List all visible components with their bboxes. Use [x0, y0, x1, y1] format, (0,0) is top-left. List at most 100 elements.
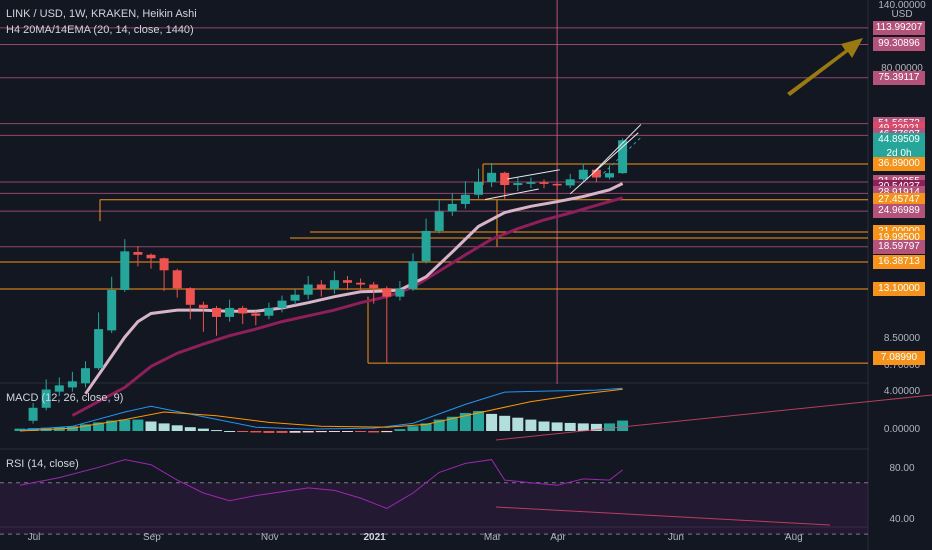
price-tag-label[interactable]: 7.08990 — [873, 351, 925, 365]
price-tag-label[interactable]: 113.99207 — [873, 21, 925, 35]
candle-body — [120, 251, 130, 290]
price-axis-tick: 140.00000 — [878, 0, 926, 11]
price-tag-label[interactable]: 75.39117 — [873, 71, 925, 85]
macd-histogram-bar — [512, 417, 524, 431]
price-tag-label[interactable]: 27.45747 — [873, 193, 925, 207]
macd-histogram-bar — [197, 428, 209, 431]
macd-histogram-bar — [577, 423, 589, 431]
candle-body — [356, 282, 366, 285]
trend-channel-midline — [598, 137, 642, 178]
macd-histogram-bar — [263, 431, 275, 433]
candle-body — [395, 289, 405, 297]
macd-histogram-bar — [590, 423, 602, 431]
candle-body — [539, 182, 549, 184]
candle-body — [159, 258, 169, 271]
price-tag-label[interactable]: 24.96989 — [873, 204, 925, 218]
moving-averages — [71, 182, 624, 417]
macd-histogram-bar — [368, 431, 380, 433]
candle-body — [526, 182, 536, 184]
candle-body — [591, 169, 601, 178]
candle-body — [565, 179, 575, 186]
candle-body — [238, 307, 248, 314]
candle-body — [277, 300, 287, 308]
candle-body — [382, 288, 392, 297]
macd-histogram-bar — [224, 431, 236, 432]
macd-title: MACD (12, 26, close, 9) — [6, 392, 124, 404]
macd-histogram-bar — [80, 424, 91, 431]
candle-body — [225, 307, 235, 317]
macd-histogram-bar — [407, 426, 419, 431]
macd-histogram-bar — [459, 412, 471, 431]
macd-axis-tick: 0.00000 — [883, 424, 921, 435]
macd-histogram-bar — [158, 423, 170, 431]
price-tag-label[interactable]: 13.10000 — [873, 282, 925, 296]
trend-drawings — [484, 38, 863, 200]
macd-histogram-bar — [486, 413, 498, 431]
candle-body — [618, 140, 628, 174]
rsi-trendline — [495, 506, 831, 526]
price-axis-tick: 8.50000 — [883, 333, 921, 344]
candle-body — [251, 313, 261, 316]
macd-histogram-bar — [420, 423, 432, 431]
candle-body — [107, 289, 117, 331]
macd-histogram-bar — [276, 431, 288, 433]
price-axis-tick: 80.00000 — [881, 63, 923, 74]
candle-body — [316, 284, 326, 290]
price-tag-label[interactable]: 36.89000 — [873, 157, 925, 171]
macd-histogram-bar — [617, 420, 629, 431]
candle-body — [552, 183, 562, 186]
candle-body — [28, 407, 38, 421]
time-axis-tick: Sep — [142, 532, 161, 543]
trend-channel-line — [593, 124, 642, 173]
rsi-band — [0, 482, 868, 535]
candle-body — [290, 294, 300, 301]
price-axis-tick: 6.70000 — [883, 360, 921, 371]
target-arrow-icon — [787, 38, 863, 96]
macd-histogram-bar — [538, 421, 550, 431]
rsi-axis-tick: 40.00 — [889, 514, 915, 525]
macd-pane — [14, 387, 932, 441]
candle-body — [329, 280, 339, 290]
time-axis-tick: Mar — [483, 532, 502, 543]
trend-channel-line — [569, 132, 639, 195]
price-tag-label[interactable]: 99.30896 — [873, 37, 925, 51]
candle-body — [81, 368, 90, 384]
horizontal-levels — [0, 0, 868, 384]
price-tag-label[interactable]: 16.38713 — [873, 255, 925, 269]
macd-histogram-bar — [250, 431, 262, 433]
candle-body — [172, 270, 182, 289]
candle-body — [41, 389, 51, 408]
macd-axis-tick: 4.00000 — [883, 386, 921, 397]
macd-histogram-bar — [355, 431, 367, 432]
candles — [28, 138, 628, 424]
macd-histogram-bar — [394, 429, 406, 431]
macd-line — [19, 387, 623, 431]
time-axis-tick: Jun — [667, 532, 684, 543]
macd-histogram-bar — [604, 423, 615, 431]
candle-body — [303, 284, 313, 295]
candle-body — [408, 261, 418, 290]
trend-channel-line — [507, 169, 560, 180]
rsi-line — [19, 459, 623, 509]
candle-body — [605, 173, 614, 178]
time-axis-tick: Jul — [27, 532, 41, 543]
candle-body — [264, 307, 274, 316]
rsi-pane — [0, 459, 868, 535]
price-tag-label[interactable]: 18.59797 — [873, 240, 925, 254]
macd-signal-line — [19, 388, 623, 432]
macd-histogram-bar — [446, 416, 458, 431]
rsi-title: RSI (14, close) — [6, 458, 79, 470]
macd-histogram-bar — [381, 431, 393, 433]
macd-histogram-bar — [315, 431, 327, 433]
macd-histogram-bar — [132, 419, 144, 431]
macd-histogram-bar — [66, 426, 78, 431]
macd-histogram-bar — [473, 411, 484, 431]
candle-body — [447, 203, 457, 212]
macd-histogram-bar — [145, 421, 157, 431]
time-axis-tick: Apr — [550, 532, 566, 543]
price-tag-label[interactable]: 44.89509 — [873, 133, 925, 147]
candle-body — [421, 230, 431, 262]
macd-histogram-bar — [237, 431, 249, 432]
macd-histogram-bar — [525, 419, 537, 431]
